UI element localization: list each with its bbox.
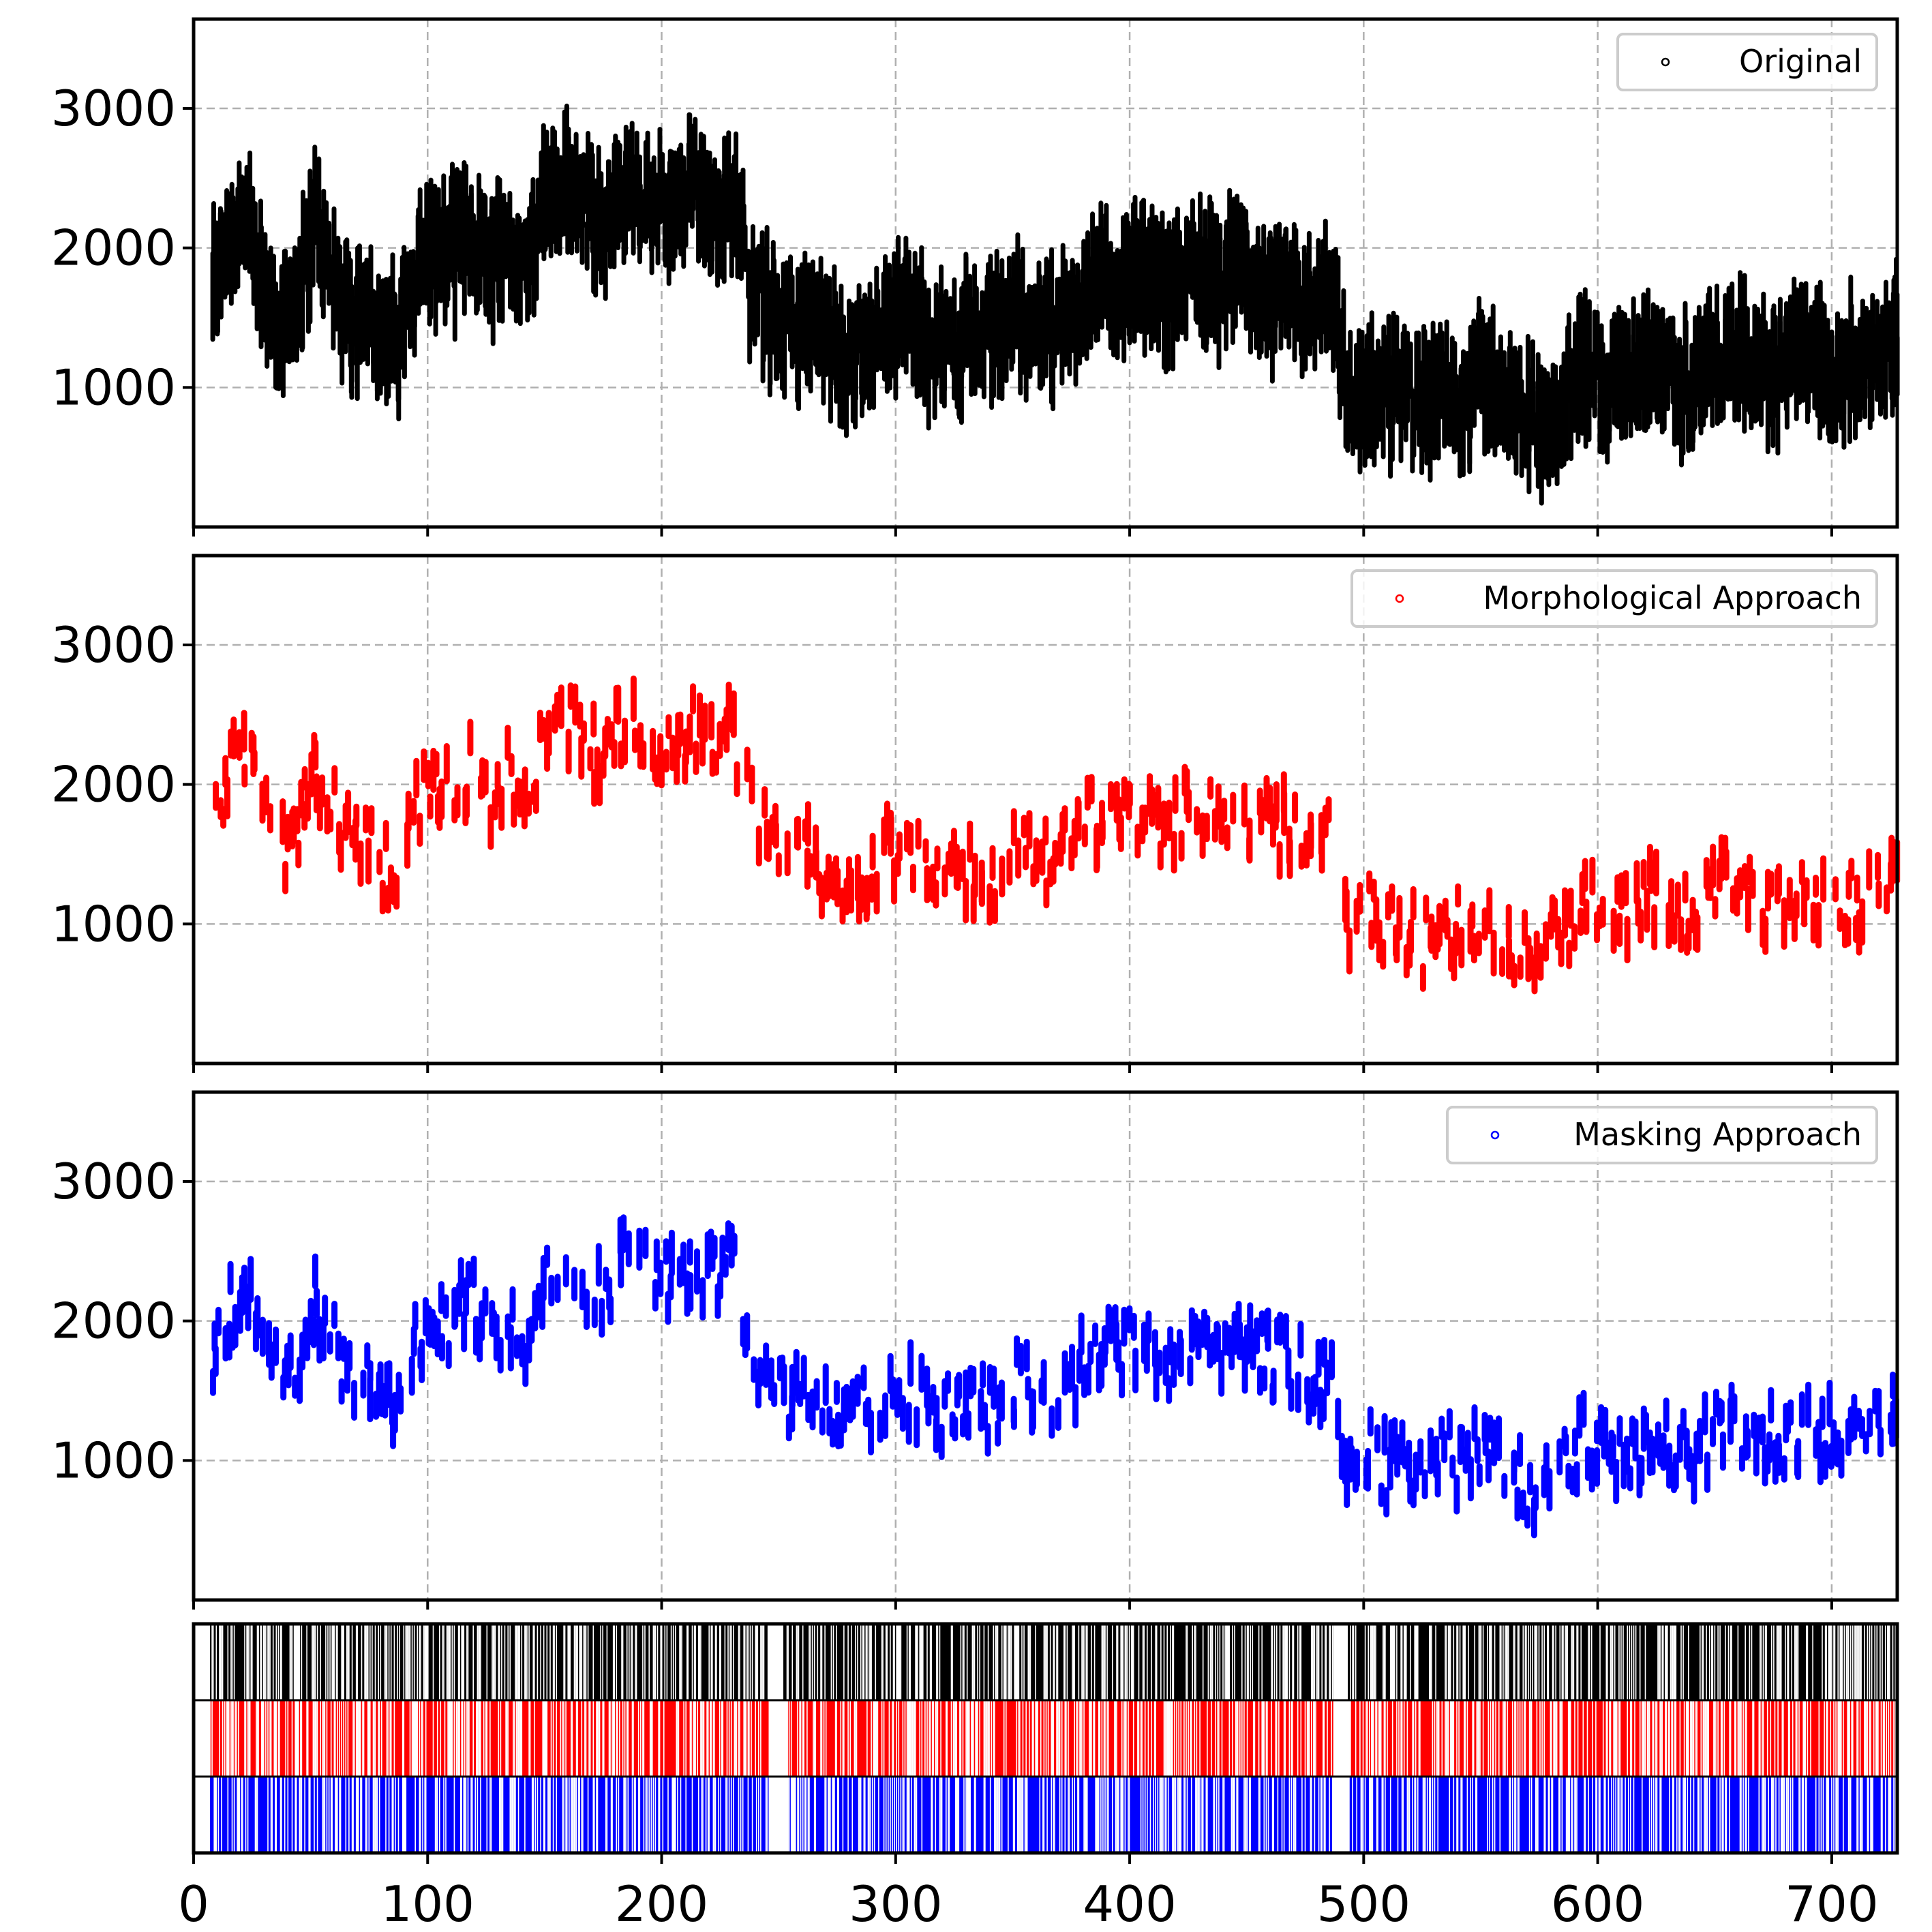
plot-frame <box>192 1090 1899 1602</box>
y-tick-label: 1000 <box>51 359 176 416</box>
masking-panel: 1000 2000 3000 Masking Approach <box>51 1090 1899 1610</box>
x-tick-label: 300 <box>849 1875 942 1932</box>
raster-frame <box>192 1622 1899 1855</box>
event-gaps <box>211 1624 1894 1700</box>
x-tick-label: 400 <box>1083 1875 1176 1932</box>
legend: Morphological Approach <box>1350 569 1878 628</box>
y-tick-label: 3000 <box>51 80 176 137</box>
y-tick-label: 2000 <box>51 756 176 813</box>
legend-marker <box>1490 1130 1500 1140</box>
legend-box <box>1350 569 1878 628</box>
morphological-panel: 1000 2000 3000 Morphological Approach <box>51 554 1901 1073</box>
y-tick-label: 1000 <box>51 1432 176 1489</box>
legend-label: Original <box>1739 43 1862 80</box>
event-row <box>194 1699 1897 1777</box>
y-tick-label: 3000 <box>51 616 176 674</box>
x-tick-label: 100 <box>381 1875 474 1932</box>
x-tick-label: 200 <box>615 1875 708 1932</box>
shared-x-axis: 0 100 200 300 400 500 600 700 <box>178 1853 1879 1932</box>
legend-label: Masking Approach <box>1573 1116 1862 1153</box>
plot-frame <box>192 17 1899 529</box>
event-block <box>210 1624 770 1700</box>
event-block <box>1349 1700 1895 1777</box>
series-points <box>210 104 1900 506</box>
series-points <box>213 675 1901 995</box>
legend-label: Morphological Approach <box>1483 579 1862 616</box>
x-tick-label: 600 <box>1551 1875 1644 1932</box>
event-gaps <box>209 1700 1895 1777</box>
x-tick-label: 0 <box>178 1875 209 1932</box>
original-panel: 1000 2000 3000 Original <box>51 17 1900 537</box>
legend-marker <box>1661 57 1670 67</box>
event-row <box>194 1775 1897 1853</box>
legend: Masking Approach <box>1446 1106 1878 1164</box>
series-points <box>210 1214 1899 1539</box>
y-tick-label: 1000 <box>51 895 176 952</box>
y-tick-label: 2000 <box>51 1293 176 1350</box>
event-block <box>787 1700 1333 1777</box>
event-row <box>210 1624 1895 1700</box>
legend: Original <box>1616 33 1878 91</box>
legend-marker <box>1395 594 1404 603</box>
x-tick-label: 700 <box>1785 1875 1878 1932</box>
y-tick-label: 2000 <box>51 220 176 277</box>
event-gaps <box>213 1777 1895 1853</box>
legend-box <box>1446 1106 1878 1164</box>
legend-box <box>1616 33 1878 91</box>
event-raster-panel <box>192 1622 1899 1855</box>
y-tick-label: 3000 <box>51 1153 176 1210</box>
plot-frame <box>192 554 1899 1066</box>
x-tick-label: 500 <box>1317 1875 1410 1932</box>
